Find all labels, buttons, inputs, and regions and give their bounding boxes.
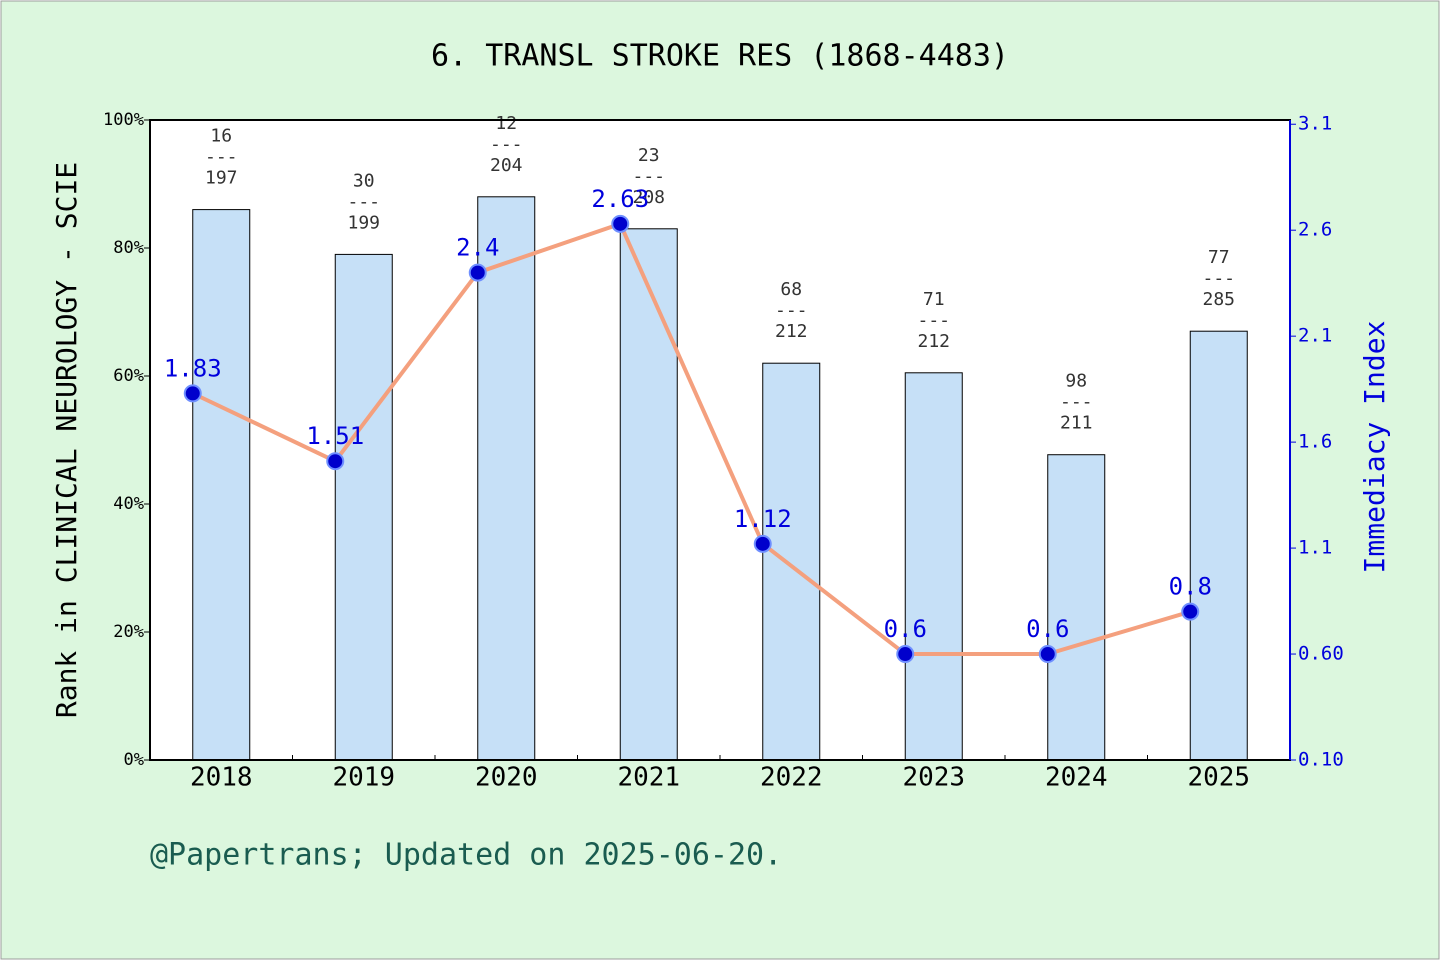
rank-total: 211	[1060, 413, 1093, 434]
y2-axis-label: Immediacy Index	[1358, 321, 1391, 574]
x-tick-label: 2024	[1045, 763, 1108, 793]
y-tick-label: 100%	[103, 110, 144, 130]
rank-separator: ---	[632, 166, 665, 187]
line-marker	[183, 384, 202, 403]
rank-separator: ---	[1060, 392, 1093, 413]
line-value-label: 1.83	[164, 354, 222, 382]
y-tick-label: 60%	[113, 366, 144, 386]
rank-separator: ---	[775, 300, 808, 321]
y2-tick-label: 1.1	[1298, 537, 1332, 559]
x-tick-label: 2018	[190, 763, 253, 793]
rank-label: 30	[353, 170, 375, 191]
rank-total: 208	[632, 187, 665, 208]
bar	[334, 253, 393, 761]
line-value-label: 0.6	[1026, 615, 1069, 643]
y2-tick-label: 2.6	[1298, 219, 1332, 241]
rank-label: 12	[495, 113, 517, 134]
bar	[1047, 454, 1106, 761]
line-marker	[1038, 645, 1057, 664]
line-value-label: 2.4	[456, 234, 499, 262]
rank-separator: ---	[347, 191, 380, 212]
rank-total: 204	[490, 155, 523, 176]
rank-separator: ---	[205, 147, 238, 168]
line-marker	[753, 534, 772, 553]
rank-label: 23	[638, 145, 660, 166]
y2-tick-label: 3.1	[1298, 113, 1332, 135]
rank-separator: ---	[917, 310, 950, 331]
bar	[904, 372, 963, 761]
rank-total: 212	[775, 321, 808, 342]
y-tick-label: 20%	[113, 622, 144, 642]
line-value-label: 0.6	[884, 615, 927, 643]
rank-total: 212	[917, 331, 950, 352]
rank-label: 77	[1208, 247, 1230, 268]
line-marker	[896, 645, 915, 664]
rank-total: 199	[347, 212, 380, 233]
x-tick-label: 2021	[617, 763, 680, 793]
x-tick-label: 2025	[1187, 763, 1250, 793]
y2-tick-label: 1.6	[1298, 431, 1332, 453]
rank-label: 98	[1065, 371, 1087, 392]
line-marker	[1181, 602, 1200, 621]
line-value-label: 0.8	[1169, 573, 1212, 601]
bar	[762, 362, 821, 761]
footer: @Papertrans; Updated on 2025-06-20.	[150, 838, 782, 873]
y-axis-label: Rank in CLINICAL NEUROLOGY - SCIE	[50, 162, 83, 718]
rank-label: 68	[780, 279, 802, 300]
rank-separator: ---	[1202, 268, 1235, 289]
y-tick-label: 40%	[113, 494, 144, 514]
bar	[1189, 330, 1248, 761]
y2-tick-label: 0.10	[1298, 749, 1344, 771]
chart-title: 6. TRANSL STROKE RES (1868-4483)	[431, 39, 1009, 74]
y-tick-label: 80%	[113, 238, 144, 258]
line-marker	[611, 214, 630, 233]
line-marker	[468, 263, 487, 282]
line-value-label: 2.63	[591, 185, 649, 213]
bar	[619, 228, 678, 761]
bar	[192, 209, 251, 761]
rank-label: 71	[923, 289, 945, 310]
y2-tick-label: 2.1	[1298, 325, 1332, 347]
line-marker	[326, 452, 345, 471]
line-value-label: 1.12	[734, 505, 792, 533]
x-tick-label: 2022	[760, 763, 823, 793]
rank-separator: ---	[490, 134, 523, 155]
line	[191, 221, 1191, 657]
y-tick-label: 0%	[124, 750, 144, 770]
line-value-label: 1.51	[306, 422, 364, 450]
rank-label: 16	[210, 126, 232, 147]
x-tick-label: 2023	[902, 763, 965, 793]
rank-total: 285	[1202, 289, 1235, 310]
y2-tick-label: 0.60	[1298, 643, 1344, 665]
x-tick-label: 2020	[475, 763, 538, 793]
bar	[477, 196, 536, 761]
rank-total: 197	[205, 168, 238, 189]
x-tick-label: 2019	[332, 763, 395, 793]
